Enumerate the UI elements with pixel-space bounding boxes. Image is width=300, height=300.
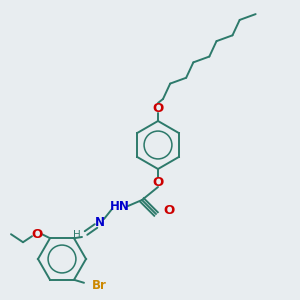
Text: HN: HN [110, 200, 130, 212]
Text: Br: Br [92, 279, 107, 292]
Text: O: O [32, 228, 43, 241]
Text: H: H [73, 230, 81, 240]
Text: O: O [163, 205, 174, 218]
Text: O: O [152, 176, 164, 188]
Text: N: N [95, 215, 105, 229]
Text: O: O [152, 101, 164, 115]
